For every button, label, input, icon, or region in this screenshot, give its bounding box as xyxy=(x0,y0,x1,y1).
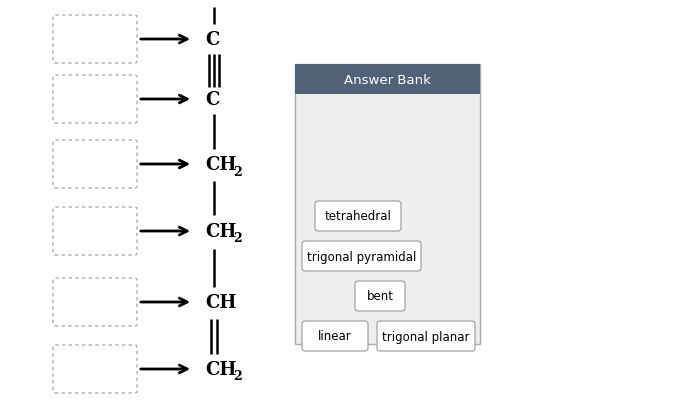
Text: bent: bent xyxy=(367,290,393,303)
Text: C: C xyxy=(205,31,219,49)
FancyBboxPatch shape xyxy=(295,65,480,95)
FancyBboxPatch shape xyxy=(53,207,137,255)
Text: CH: CH xyxy=(205,360,237,378)
FancyBboxPatch shape xyxy=(315,202,401,231)
Text: linear: linear xyxy=(318,330,352,343)
Text: CH: CH xyxy=(205,156,237,173)
Text: CH: CH xyxy=(205,223,237,240)
Text: CH: CH xyxy=(205,293,237,311)
Text: 2: 2 xyxy=(233,165,242,178)
FancyBboxPatch shape xyxy=(302,242,421,271)
FancyBboxPatch shape xyxy=(53,141,137,189)
Text: Answer Bank: Answer Bank xyxy=(344,74,431,86)
FancyBboxPatch shape xyxy=(302,321,368,351)
Text: 2: 2 xyxy=(233,370,242,382)
FancyBboxPatch shape xyxy=(295,65,480,344)
FancyBboxPatch shape xyxy=(53,76,137,124)
Text: trigonal pyramidal: trigonal pyramidal xyxy=(307,250,416,263)
Text: tetrahedral: tetrahedral xyxy=(325,210,391,223)
FancyBboxPatch shape xyxy=(53,16,137,64)
FancyBboxPatch shape xyxy=(53,278,137,326)
FancyBboxPatch shape xyxy=(377,321,475,351)
FancyBboxPatch shape xyxy=(355,281,405,311)
Text: 2: 2 xyxy=(233,232,242,245)
Text: C: C xyxy=(205,91,219,109)
FancyBboxPatch shape xyxy=(53,345,137,393)
Text: trigonal planar: trigonal planar xyxy=(382,330,470,343)
